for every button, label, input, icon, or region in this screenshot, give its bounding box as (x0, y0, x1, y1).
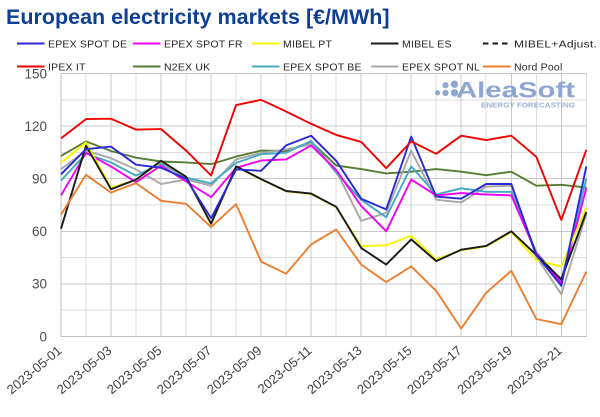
svg-text:Nord Pool: Nord Pool (514, 61, 563, 73)
svg-text:120: 120 (24, 119, 47, 134)
svg-text:N2EX UK: N2EX UK (164, 61, 210, 73)
svg-text:60: 60 (32, 224, 47, 239)
svg-text:EPEX SPOT BE: EPEX SPOT BE (283, 61, 362, 73)
svg-text:IPEX IT: IPEX IT (48, 61, 86, 73)
svg-text:150: 150 (24, 66, 47, 81)
svg-text:European electricity markets [: European electricity markets [€/MWh] (6, 5, 390, 29)
svg-text:90: 90 (32, 172, 47, 187)
svg-text:ENERGY FORECASTING: ENERGY FORECASTING (481, 101, 575, 110)
svg-text:30: 30 (32, 277, 47, 292)
svg-text:EPEX SPOT NL: EPEX SPOT NL (402, 61, 480, 73)
svg-text:0: 0 (39, 329, 47, 344)
svg-text:EPEX SPOT DE: EPEX SPOT DE (48, 38, 127, 50)
svg-text:AleaSoft: AleaSoft (456, 78, 576, 103)
svg-text:EPEX SPOT FR: EPEX SPOT FR (164, 38, 243, 50)
svg-text:MIBEL+Adjust.: MIBEL+Adjust. (514, 38, 597, 50)
svg-text:MIBEL PT: MIBEL PT (283, 38, 332, 50)
svg-text:MIBEL ES: MIBEL ES (402, 38, 452, 50)
